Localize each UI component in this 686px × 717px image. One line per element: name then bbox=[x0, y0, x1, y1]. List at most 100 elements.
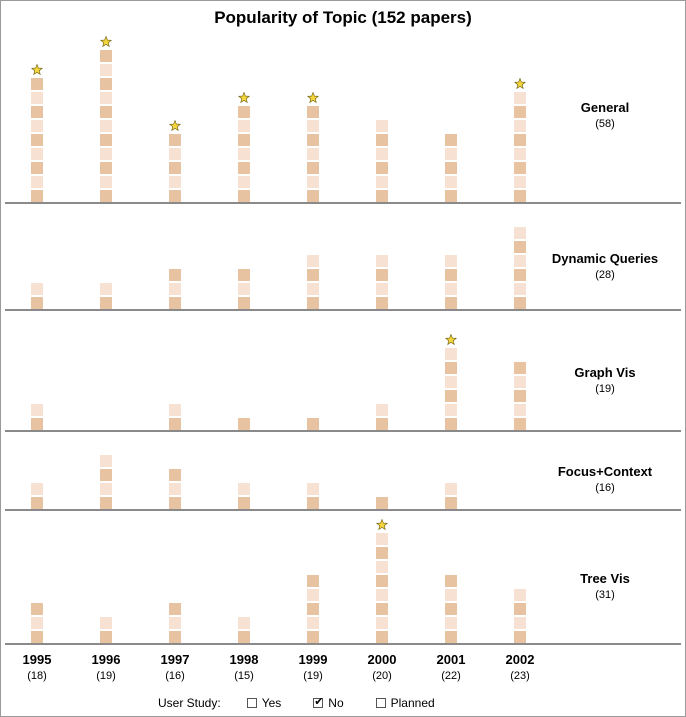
paper-mark bbox=[100, 297, 112, 309]
year-count: (19) bbox=[303, 670, 323, 682]
paper-mark bbox=[376, 162, 388, 174]
year-label: 1997 bbox=[161, 652, 190, 667]
paper-mark bbox=[238, 631, 250, 643]
row-graph-vis: Graph Vis (19) bbox=[5, 333, 681, 432]
paper-mark bbox=[238, 176, 250, 188]
paper-mark bbox=[100, 497, 112, 509]
row-focus-context: Focus+Context (16) bbox=[5, 455, 681, 511]
paper-mark bbox=[514, 190, 526, 202]
row-count: (31) bbox=[595, 589, 615, 601]
paper-mark bbox=[514, 617, 526, 629]
star-icon bbox=[99, 35, 113, 48]
yes-checkbox[interactable] bbox=[246, 698, 257, 708]
paper-mark bbox=[307, 575, 319, 587]
paper-mark bbox=[445, 617, 457, 629]
year-label: 2000 bbox=[368, 652, 397, 667]
paper-mark bbox=[238, 106, 250, 118]
paper-mark bbox=[376, 255, 388, 267]
paper-mark bbox=[100, 50, 112, 62]
paper-mark bbox=[169, 269, 181, 281]
planned-checkbox[interactable] bbox=[375, 698, 386, 708]
row-label: Focus+Context bbox=[558, 464, 653, 479]
legend-no-label: No bbox=[328, 696, 344, 710]
paper-mark bbox=[376, 134, 388, 146]
paper-mark bbox=[445, 190, 457, 202]
paper-mark bbox=[169, 148, 181, 160]
paper-mark bbox=[445, 297, 457, 309]
paper-mark bbox=[100, 483, 112, 495]
star-icon bbox=[513, 77, 527, 90]
paper-mark bbox=[31, 190, 43, 202]
legend-item-planned[interactable]: Planned bbox=[375, 696, 435, 710]
paper-mark bbox=[100, 631, 112, 643]
paper-mark bbox=[307, 120, 319, 132]
no-checkbox[interactable] bbox=[313, 695, 324, 709]
paper-mark bbox=[307, 255, 319, 267]
paper-mark bbox=[31, 497, 43, 509]
paper-mark bbox=[307, 297, 319, 309]
paper-mark bbox=[376, 148, 388, 160]
paper-mark bbox=[31, 106, 43, 118]
paper-mark bbox=[238, 617, 250, 629]
chart-canvas: General (58) Dynamic Queries (28) Graph Vis (… bbox=[5, 35, 681, 682]
paper-mark bbox=[445, 362, 457, 374]
row-count: (58) bbox=[595, 118, 615, 130]
paper-mark bbox=[445, 603, 457, 615]
paper-mark bbox=[31, 92, 43, 104]
paper-mark bbox=[376, 497, 388, 509]
row-count: (19) bbox=[595, 383, 615, 395]
row-count: (16) bbox=[595, 482, 615, 494]
paper-mark bbox=[376, 617, 388, 629]
row-tree-vis: Tree Vis (31) bbox=[5, 518, 681, 645]
legend-item-yes[interactable]: Yes bbox=[246, 696, 281, 710]
legend-item-no[interactable]: No bbox=[313, 695, 344, 710]
paper-mark bbox=[238, 148, 250, 160]
year-count: (20) bbox=[372, 670, 392, 682]
paper-mark bbox=[514, 283, 526, 295]
year-count: (19) bbox=[96, 670, 116, 682]
star-icon bbox=[375, 518, 389, 531]
paper-mark bbox=[514, 148, 526, 160]
paper-mark bbox=[445, 589, 457, 601]
paper-mark bbox=[100, 64, 112, 76]
paper-mark bbox=[376, 190, 388, 202]
paper-mark bbox=[31, 418, 43, 430]
paper-mark bbox=[445, 483, 457, 495]
paper-mark bbox=[445, 148, 457, 160]
paper-mark bbox=[445, 418, 457, 430]
year-count: (23) bbox=[510, 670, 530, 682]
paper-mark bbox=[514, 390, 526, 402]
paper-mark bbox=[238, 269, 250, 281]
paper-mark bbox=[514, 227, 526, 239]
paper-mark bbox=[100, 120, 112, 132]
paper-mark bbox=[238, 162, 250, 174]
row-label: Tree Vis bbox=[580, 571, 630, 586]
paper-mark bbox=[376, 547, 388, 559]
paper-mark bbox=[445, 631, 457, 643]
paper-mark bbox=[238, 190, 250, 202]
paper-mark bbox=[307, 162, 319, 174]
paper-mark bbox=[31, 120, 43, 132]
paper-mark bbox=[376, 176, 388, 188]
paper-mark bbox=[238, 497, 250, 509]
star-icon bbox=[168, 119, 182, 132]
paper-mark bbox=[514, 120, 526, 132]
paper-mark bbox=[376, 589, 388, 601]
paper-mark bbox=[514, 362, 526, 374]
paper-mark bbox=[445, 575, 457, 587]
paper-mark bbox=[514, 241, 526, 253]
paper-mark bbox=[169, 190, 181, 202]
paper-mark bbox=[169, 134, 181, 146]
paper-mark bbox=[445, 283, 457, 295]
paper-mark bbox=[100, 455, 112, 467]
paper-mark bbox=[307, 631, 319, 643]
paper-mark bbox=[514, 404, 526, 416]
paper-mark bbox=[376, 269, 388, 281]
paper-mark bbox=[31, 631, 43, 643]
paper-mark bbox=[307, 269, 319, 281]
paper-mark bbox=[445, 497, 457, 509]
paper-mark bbox=[445, 376, 457, 388]
paper-mark bbox=[514, 162, 526, 174]
year-label: 2002 bbox=[506, 652, 535, 667]
